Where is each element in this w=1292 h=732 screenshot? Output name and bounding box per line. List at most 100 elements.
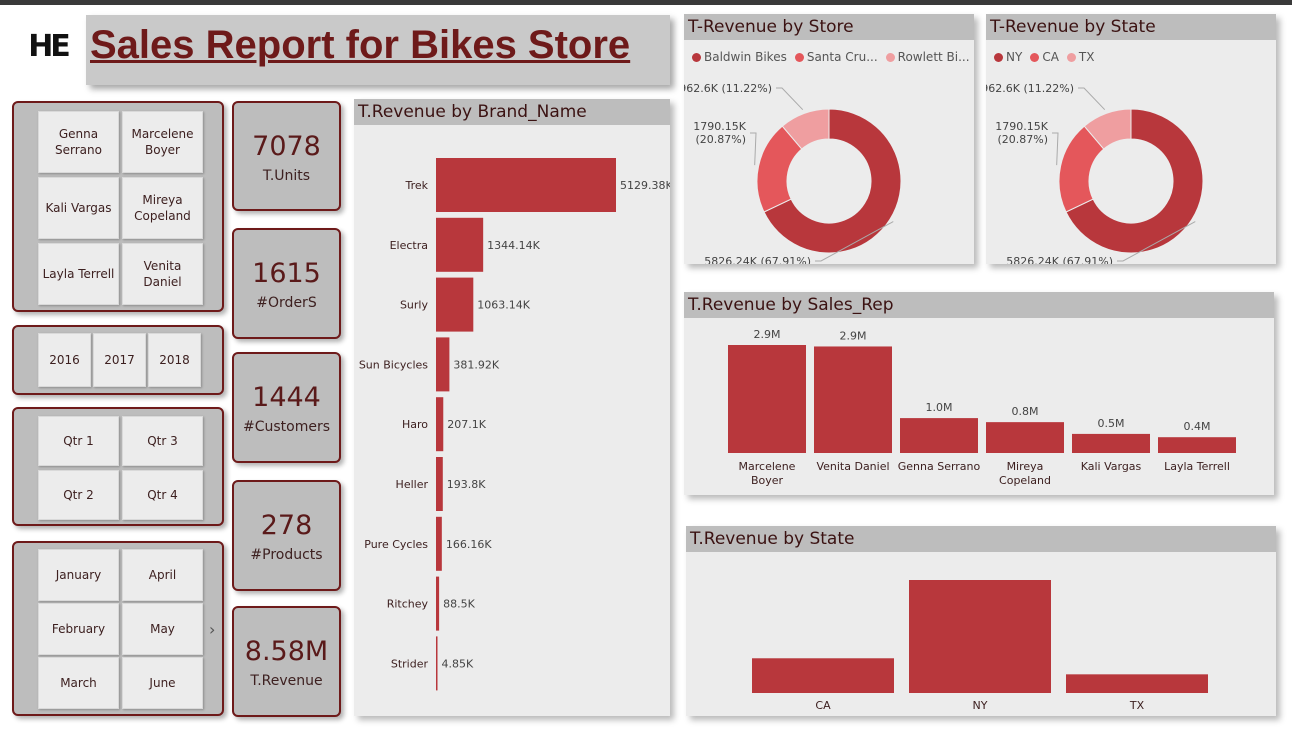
slicer-item-sales-rep[interactable]: Venita Daniel: [122, 243, 203, 305]
data-label: 0.4M: [1184, 420, 1211, 433]
data-label: 5129.38K: [620, 179, 670, 192]
slicer-item-month[interactable]: January: [38, 549, 119, 601]
chart-title: T-Revenue by Store: [684, 14, 974, 40]
leader-line: [750, 132, 757, 166]
bar: [436, 277, 474, 332]
legend-item[interactable]: TX: [1066, 50, 1095, 64]
category-label: NY: [973, 699, 988, 712]
bar: [436, 576, 440, 631]
category-label: Strider: [391, 657, 429, 670]
slicer-item-label: Qtr 3: [147, 434, 178, 448]
slicer-item-label: June: [149, 676, 176, 690]
slicer-item-sales-rep[interactable]: Genna Serrano: [38, 111, 119, 173]
data-label: 5826.24K (67.91%): [1006, 255, 1113, 264]
kpi-value: 1615: [252, 258, 321, 289]
data-label: 5826.24K (67.91%): [704, 255, 811, 264]
slicer-item-label: March: [60, 676, 97, 690]
leader-line: [1078, 87, 1106, 111]
slicer-item-year[interactable]: 2018: [148, 333, 201, 387]
category-label: Electra: [390, 239, 428, 252]
slicer-item-label: Mireya Copeland: [134, 193, 191, 223]
kpi-revenue: 8.58M T.Revenue: [232, 606, 341, 717]
legend-item[interactable]: CA: [1030, 50, 1059, 64]
slicer-item-label: 2017: [104, 353, 135, 367]
slicer-item-year[interactable]: 2016: [38, 333, 91, 387]
chart-title: T.Revenue by Brand_Name: [354, 99, 670, 125]
legend-label: TX: [1078, 50, 1095, 64]
logo-text: HE: [28, 28, 71, 64]
data-label: 207.1K: [447, 418, 486, 431]
category-label: Surly: [400, 299, 429, 312]
legend-item[interactable]: Baldwin Bikes: [692, 50, 787, 64]
bar: [1158, 437, 1236, 453]
slicer-item-quarter[interactable]: Qtr 2: [38, 470, 119, 520]
legend-item[interactable]: NY: [994, 50, 1022, 64]
legend-item[interactable]: Rowlett Bi...: [885, 50, 970, 64]
donut-slice: [781, 108, 830, 150]
slicer-item-sales-rep[interactable]: Kali Vargas: [38, 177, 119, 239]
slicer-item-sales-rep[interactable]: Marcelene Boyer: [122, 111, 203, 173]
data-label: (20.87%): [695, 133, 746, 146]
state-revenue-chart: CA NY TX: [752, 580, 1208, 712]
bar: [436, 158, 616, 212]
category-label: Ritchey: [387, 598, 429, 611]
kpi-label: T.Revenue: [250, 673, 323, 689]
slicer-item-label: January: [55, 568, 102, 582]
bar: [1066, 674, 1208, 693]
bar: [436, 636, 438, 691]
slicer-item-month[interactable]: May: [122, 603, 203, 655]
category-label: TX: [1129, 699, 1145, 712]
bar: [436, 397, 444, 452]
page-title: Sales Report for Bikes Store: [90, 23, 631, 67]
slicer-item-month[interactable]: April: [122, 549, 203, 601]
slicer-item-month[interactable]: March: [38, 657, 119, 709]
bar: [900, 418, 978, 453]
state-revenue-chart-card: T.Revenue by State CA NY TX: [686, 526, 1276, 716]
slicer-item-quarter[interactable]: Qtr 1: [38, 416, 119, 466]
slicer-item-quarter[interactable]: Qtr 3: [122, 416, 203, 466]
category-label: Layla Terrell: [1164, 460, 1230, 473]
slicer-item-sales-rep[interactable]: Layla Terrell: [38, 243, 119, 305]
data-label: (20.87%): [997, 133, 1048, 146]
slicer-item-label: 2016: [49, 353, 80, 367]
sales-rep-revenue-chart-card: T.Revenue by Sales_Rep 2.9M Marcelene Boye…: [684, 292, 1274, 495]
bar: [909, 580, 1051, 693]
data-label: 381.92K: [453, 358, 499, 371]
data-label: 166.16K: [446, 538, 492, 551]
data-label: 0.5M: [1098, 417, 1125, 430]
brand-revenue-chart-card: T.Revenue by Brand_Name Trek 5129.38K Elec…: [354, 99, 670, 716]
year-slicer: 2016 2017 2018: [12, 325, 224, 395]
bar: [436, 337, 450, 392]
kpi-value: 278: [260, 510, 313, 541]
slicer-item-sales-rep[interactable]: Mireya Copeland: [122, 177, 203, 239]
category-label: Boyer: [751, 474, 784, 487]
slicer-item-month[interactable]: June: [122, 657, 203, 709]
category-label: Heller: [396, 478, 429, 491]
category-label: Pure Cycles: [364, 538, 428, 551]
legend-label: CA: [1042, 50, 1059, 64]
leader-line: [1052, 132, 1059, 166]
slicer-item-year[interactable]: 2017: [93, 333, 146, 387]
legend-swatch: [885, 52, 895, 62]
kpi-label: T.Units: [262, 168, 311, 184]
slicer-item-month[interactable]: February: [38, 603, 119, 655]
donut-slice: [1065, 108, 1204, 254]
brand-logo: HE: [18, 22, 78, 70]
kpi-value: 7078: [252, 131, 321, 162]
bar: [752, 658, 894, 693]
legend-swatch: [994, 52, 1003, 62]
kpi-orders: 1615 #OrderS: [232, 228, 341, 339]
data-label: 962.6K (11.22%): [986, 82, 1074, 95]
legend-swatch: [692, 52, 701, 62]
kpi-value: 8.58M: [244, 636, 329, 667]
slicer-item-label: Layla Terrell: [42, 267, 115, 281]
state-revenue-donut-card: T-Revenue by State NY CA TX 5826.24K (67…: [986, 14, 1276, 264]
legend-item[interactable]: Santa Cru...: [794, 50, 878, 64]
chart-legend: NY CA TX: [994, 50, 1094, 64]
slicer-item-quarter[interactable]: Qtr 4: [122, 470, 203, 520]
bar: [986, 422, 1064, 453]
slicer-item-label: February: [51, 622, 106, 636]
kpi-total-units: 7078 T.Units: [232, 101, 341, 211]
chevron-right-icon[interactable]: ›: [209, 620, 216, 639]
data-label: 1063.14K: [477, 299, 530, 312]
